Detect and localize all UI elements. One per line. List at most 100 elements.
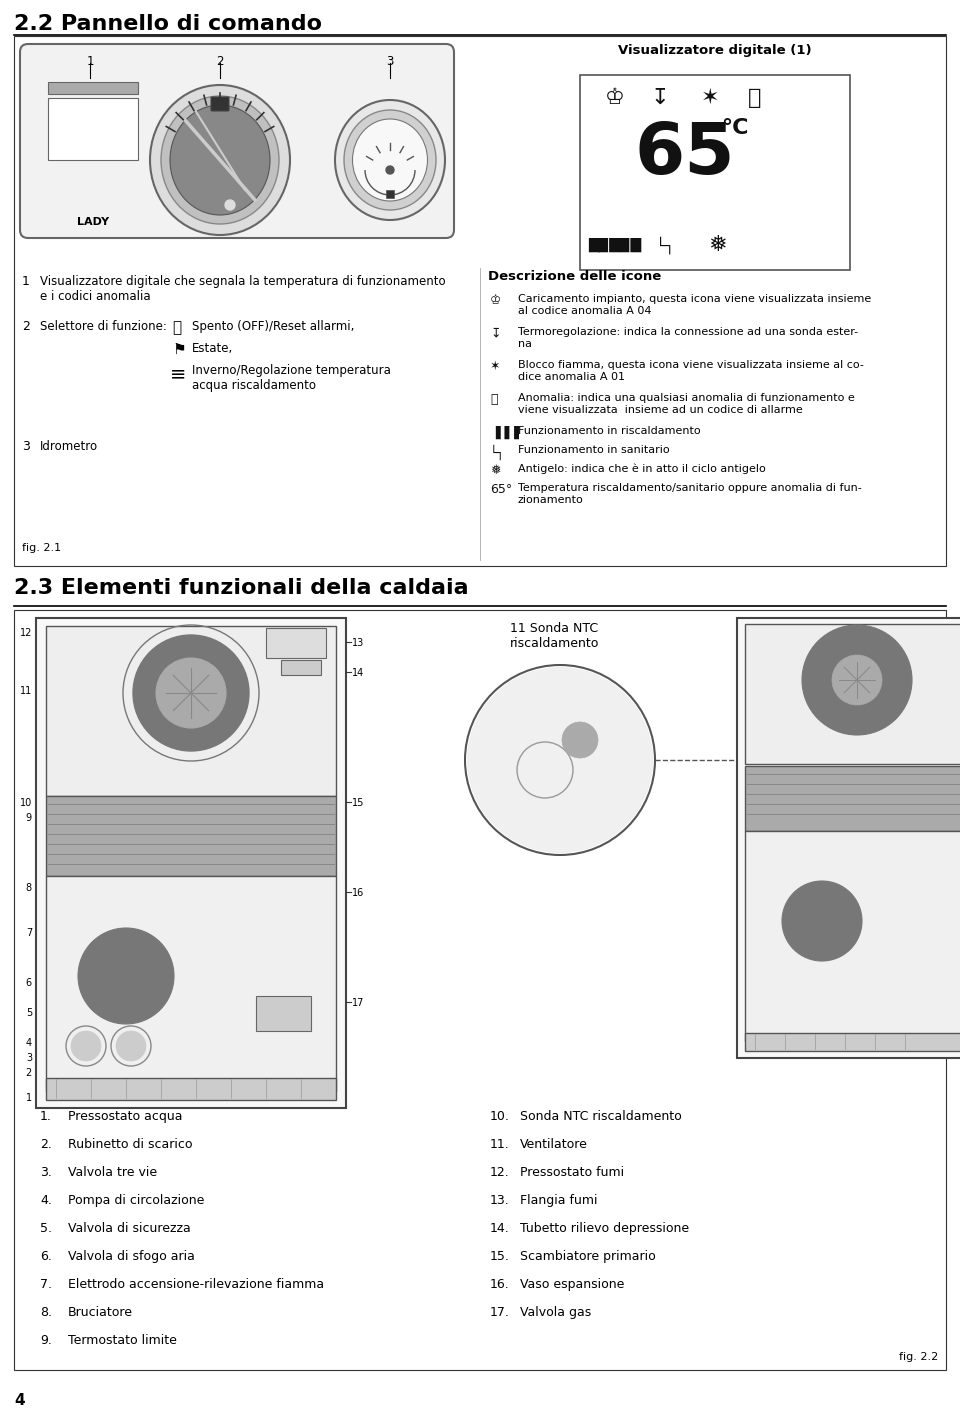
Text: 10: 10 <box>20 797 32 807</box>
Text: 4.: 4. <box>40 1193 52 1208</box>
Text: Valvola di sfogo aria: Valvola di sfogo aria <box>68 1250 195 1263</box>
Text: fig. 2.2: fig. 2.2 <box>899 1352 938 1362</box>
Bar <box>36 619 346 1108</box>
Text: 11: 11 <box>20 685 32 695</box>
Text: Sonda NTC riscaldamento: Sonda NTC riscaldamento <box>520 1110 682 1122</box>
Text: ❅: ❅ <box>708 236 728 255</box>
Ellipse shape <box>335 99 445 220</box>
Text: Selettore di funzione:: Selettore di funzione: <box>40 321 167 333</box>
Text: ♔: ♔ <box>605 88 625 108</box>
Text: Vaso espansione: Vaso espansione <box>520 1279 624 1291</box>
Bar <box>48 82 138 94</box>
Text: Inverno/Regolazione temperatura
acqua riscaldamento: Inverno/Regolazione temperatura acqua ri… <box>192 365 391 392</box>
Text: 17: 17 <box>352 998 365 1007</box>
Text: 9.: 9. <box>40 1334 52 1347</box>
Bar <box>46 1078 336 1100</box>
Bar <box>737 619 960 1059</box>
Text: 16: 16 <box>352 888 364 898</box>
Text: 15.: 15. <box>490 1250 510 1263</box>
Text: ≡: ≡ <box>170 365 186 383</box>
Text: Pompa di circolazione: Pompa di circolazione <box>68 1193 204 1208</box>
Circle shape <box>812 634 902 725</box>
Circle shape <box>98 948 154 1005</box>
Bar <box>256 996 311 1032</box>
FancyBboxPatch shape <box>20 44 454 238</box>
Text: 65°: 65° <box>490 482 513 497</box>
Ellipse shape <box>161 96 279 224</box>
Text: Blocco fiamma, questa icona viene visualizzata insieme al co-
dice anomalia A 01: Blocco fiamma, questa icona viene visual… <box>518 360 864 382</box>
Text: 6: 6 <box>26 978 32 988</box>
Text: LADY: LADY <box>77 217 109 227</box>
Circle shape <box>782 881 862 961</box>
Text: Funzionamento in sanitario: Funzionamento in sanitario <box>518 446 670 455</box>
Bar <box>46 876 336 1091</box>
Text: Valvola gas: Valvola gas <box>520 1305 591 1320</box>
Text: Anomalia: indica una qualsiasi anomalia di funzionamento e
viene visualizzata  i: Anomalia: indica una qualsiasi anomalia … <box>518 393 854 414</box>
Text: 3: 3 <box>22 440 30 453</box>
Text: 1: 1 <box>22 275 30 288</box>
Text: 12.: 12. <box>490 1166 510 1179</box>
Text: 4: 4 <box>26 1039 32 1049</box>
Text: 3.: 3. <box>40 1166 52 1179</box>
Bar <box>580 75 850 270</box>
Bar <box>281 660 321 675</box>
Text: ♔: ♔ <box>490 294 501 307</box>
Text: 4: 4 <box>14 1393 25 1408</box>
Text: └┐: └┐ <box>490 446 505 460</box>
Text: Flangia fumi: Flangia fumi <box>520 1193 597 1208</box>
Text: Elettrodo accensione-rilevazione fiamma: Elettrodo accensione-rilevazione fiamma <box>68 1279 324 1291</box>
Circle shape <box>832 656 882 705</box>
Text: Rubinetto di scarico: Rubinetto di scarico <box>68 1138 193 1151</box>
Ellipse shape <box>150 85 290 236</box>
Text: 14.: 14. <box>490 1222 510 1235</box>
Text: 2: 2 <box>216 55 224 68</box>
Text: 2: 2 <box>22 321 30 333</box>
Text: 2.: 2. <box>40 1138 52 1151</box>
Circle shape <box>143 646 239 741</box>
Text: ⚑: ⚑ <box>172 342 185 358</box>
Text: Spento (OFF)/Reset allarmi,: Spento (OFF)/Reset allarmi, <box>192 321 354 333</box>
Bar <box>46 626 336 796</box>
Text: 10.: 10. <box>490 1110 510 1122</box>
Text: 9: 9 <box>26 813 32 823</box>
Text: 3: 3 <box>26 1053 32 1063</box>
Text: 5.: 5. <box>40 1222 52 1235</box>
Ellipse shape <box>352 119 427 201</box>
Text: ✶: ✶ <box>490 360 500 373</box>
Circle shape <box>116 1032 146 1061</box>
FancyBboxPatch shape <box>211 96 229 111</box>
Text: 65: 65 <box>635 121 735 189</box>
Bar <box>386 190 394 199</box>
Text: Scambiatore primario: Scambiatore primario <box>520 1250 656 1263</box>
Bar <box>745 766 960 832</box>
Bar <box>745 1033 960 1051</box>
Text: 17.: 17. <box>490 1305 510 1320</box>
Text: 8: 8 <box>26 883 32 893</box>
Text: 8.: 8. <box>40 1305 52 1320</box>
Circle shape <box>78 928 174 1025</box>
Circle shape <box>156 658 226 728</box>
Circle shape <box>88 938 164 1015</box>
Text: 6.: 6. <box>40 1250 52 1263</box>
Text: Valvola di sicurezza: Valvola di sicurezza <box>68 1222 191 1235</box>
Text: Visualizzatore digitale che segnala la temperatura di funzionamento
e i codici a: Visualizzatore digitale che segnala la t… <box>40 275 445 304</box>
Text: Termoregolazione: indica la connessione ad una sonda ester-
na: Termoregolazione: indica la connessione … <box>518 326 858 349</box>
Text: 7: 7 <box>26 928 32 938</box>
Text: └┐: └┐ <box>656 236 674 254</box>
Ellipse shape <box>344 111 436 210</box>
Text: ↧: ↧ <box>490 326 500 341</box>
Text: Descrizione delle icone: Descrizione delle icone <box>488 270 661 282</box>
Text: Pressostato acqua: Pressostato acqua <box>68 1110 182 1122</box>
Text: 12: 12 <box>19 629 32 639</box>
Bar <box>745 832 960 1042</box>
Circle shape <box>822 646 892 715</box>
Text: 2: 2 <box>26 1069 32 1078</box>
Bar <box>14 35 946 566</box>
Bar <box>745 624 960 763</box>
Bar <box>14 610 946 1369</box>
Text: Pressostato fumi: Pressostato fumi <box>520 1166 624 1179</box>
Text: ⍾: ⍾ <box>748 88 761 108</box>
Text: 16.: 16. <box>490 1279 510 1291</box>
Text: 1: 1 <box>26 1093 32 1103</box>
Text: ✶: ✶ <box>701 88 719 108</box>
